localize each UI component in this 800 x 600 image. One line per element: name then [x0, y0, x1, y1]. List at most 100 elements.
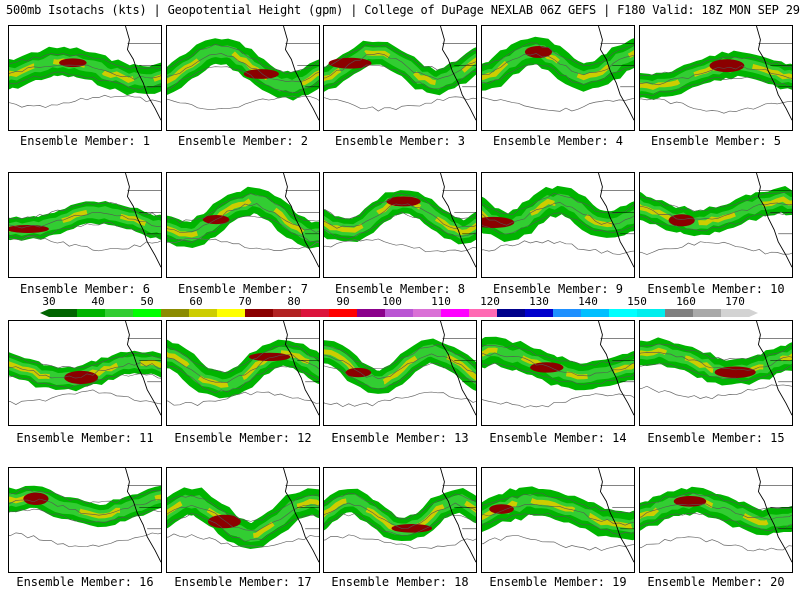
isotach-70kt-band: [482, 197, 634, 231]
state-borders: [600, 338, 634, 383]
colorbar-segment: [161, 309, 190, 317]
ensemble-member-label: Ensemble Member: 10: [647, 282, 785, 296]
height-contour: [324, 211, 476, 239]
height-contour: [9, 64, 161, 80]
height-contour: [482, 492, 634, 514]
height-contour: [9, 352, 161, 369]
ensemble-member-map: [481, 172, 635, 278]
jet-max-core: [386, 196, 421, 207]
height-contour: [9, 508, 161, 523]
ensemble-member-map: [323, 172, 477, 278]
height-contour: [167, 95, 319, 110]
state-borders: [758, 190, 792, 235]
colorbar-segment: [413, 309, 442, 317]
height-contour: [9, 362, 161, 379]
colorbar-segment: [497, 309, 526, 317]
ensemble-member-map: [323, 25, 477, 131]
colorbar-tick-label: 40: [91, 295, 105, 308]
coastline: [598, 173, 634, 268]
height-contour: [640, 536, 792, 552]
ensemble-member-map: [481, 467, 635, 573]
ensemble-member-label: Ensemble Member: 11: [16, 431, 154, 445]
height-contour: [9, 498, 161, 516]
height-contour: [482, 42, 634, 66]
ensemble-member-map: [639, 172, 793, 278]
state-borders: [758, 338, 792, 383]
colorbar-segment: [49, 309, 78, 317]
height-contour: [324, 353, 476, 380]
ensemble-member-map: [8, 467, 162, 573]
isotach-70kt-band: [167, 48, 319, 90]
isotach-70kt-band: [482, 47, 634, 81]
colorbar-segment: [105, 309, 134, 317]
ensemble-member-map: [323, 467, 477, 573]
height-contour: [9, 236, 161, 252]
isotach-70kt-band: [640, 196, 792, 227]
colorbar-segment: [609, 309, 638, 317]
colorbar-segment: [273, 309, 302, 317]
ensemble-member-label: Ensemble Member: 20: [647, 575, 785, 589]
jet-max-core: [248, 352, 291, 362]
coastline: [598, 321, 634, 416]
height-contour: [167, 354, 319, 383]
coastline: [283, 26, 319, 121]
coastline: [125, 173, 161, 268]
coastline: [440, 26, 476, 121]
height-contour: [482, 240, 634, 255]
ensemble-member-map: [166, 172, 320, 278]
map-title: 500mb Isotachs (kts) | Geopotential Heig…: [6, 3, 800, 17]
state-borders: [442, 338, 476, 383]
height-contour: [167, 215, 319, 243]
coastline: [283, 173, 319, 268]
isotach-50kt-band: [640, 493, 792, 529]
colorbar-segment: [385, 309, 414, 317]
colorbar-segment: [581, 309, 610, 317]
height-contour: [482, 535, 634, 551]
coastline: [756, 173, 792, 268]
ensemble-member-label: Ensemble Member: 6: [19, 282, 151, 296]
state-borders: [758, 43, 792, 88]
height-contour: [482, 202, 634, 226]
ensemble-member-map: [323, 320, 477, 426]
ensemble-member-label: Ensemble Member: 19: [489, 575, 627, 589]
coastline: [440, 173, 476, 268]
height-contour: [167, 203, 319, 233]
jet-max-core: [328, 57, 372, 69]
ensemble-member-map: [8, 320, 162, 426]
state-borders: [127, 190, 161, 235]
height-contour: [640, 492, 792, 510]
colorbar-max-arrow: [749, 309, 758, 317]
coastline: [283, 468, 319, 563]
height-contour: [167, 504, 319, 532]
height-contour: [640, 191, 792, 212]
height-contour: [640, 98, 792, 114]
height-contour: [482, 192, 634, 216]
height-contour: [324, 513, 476, 536]
colorbar-segment: [553, 309, 582, 317]
ensemble-member-map: [639, 25, 793, 131]
height-contour: [482, 97, 634, 112]
ensemble-member-map: [639, 467, 793, 573]
ensemble-member-label: Ensemble Member: 14: [489, 431, 627, 445]
colorbar-tick-label: 50: [140, 295, 154, 308]
ensemble-member-label: Ensemble Member: 2: [177, 134, 309, 148]
ensemble-member-label: Ensemble Member: 9: [492, 282, 624, 296]
coastline: [598, 26, 634, 121]
ensemble-member-label: Ensemble Member: 1: [19, 134, 151, 148]
jet-max-core: [673, 495, 707, 507]
height-contour: [167, 533, 319, 548]
ensemble-member-map: [166, 25, 320, 131]
height-contour: [324, 44, 476, 71]
colorbar-segment: [693, 309, 722, 317]
height-contour: [324, 344, 476, 369]
ensemble-member-label: Ensemble Member: 7: [177, 282, 309, 296]
height-contour: [9, 373, 161, 389]
height-contour: [324, 193, 476, 220]
height-contour: [640, 76, 792, 96]
colorbar-tick-label: 90: [336, 295, 350, 308]
height-contour: [324, 502, 476, 529]
height-contour: [9, 488, 161, 505]
colorbar-tick-label: 130: [529, 295, 549, 308]
colorbar-segment: [245, 309, 274, 317]
colorbar-segment: [441, 309, 470, 317]
